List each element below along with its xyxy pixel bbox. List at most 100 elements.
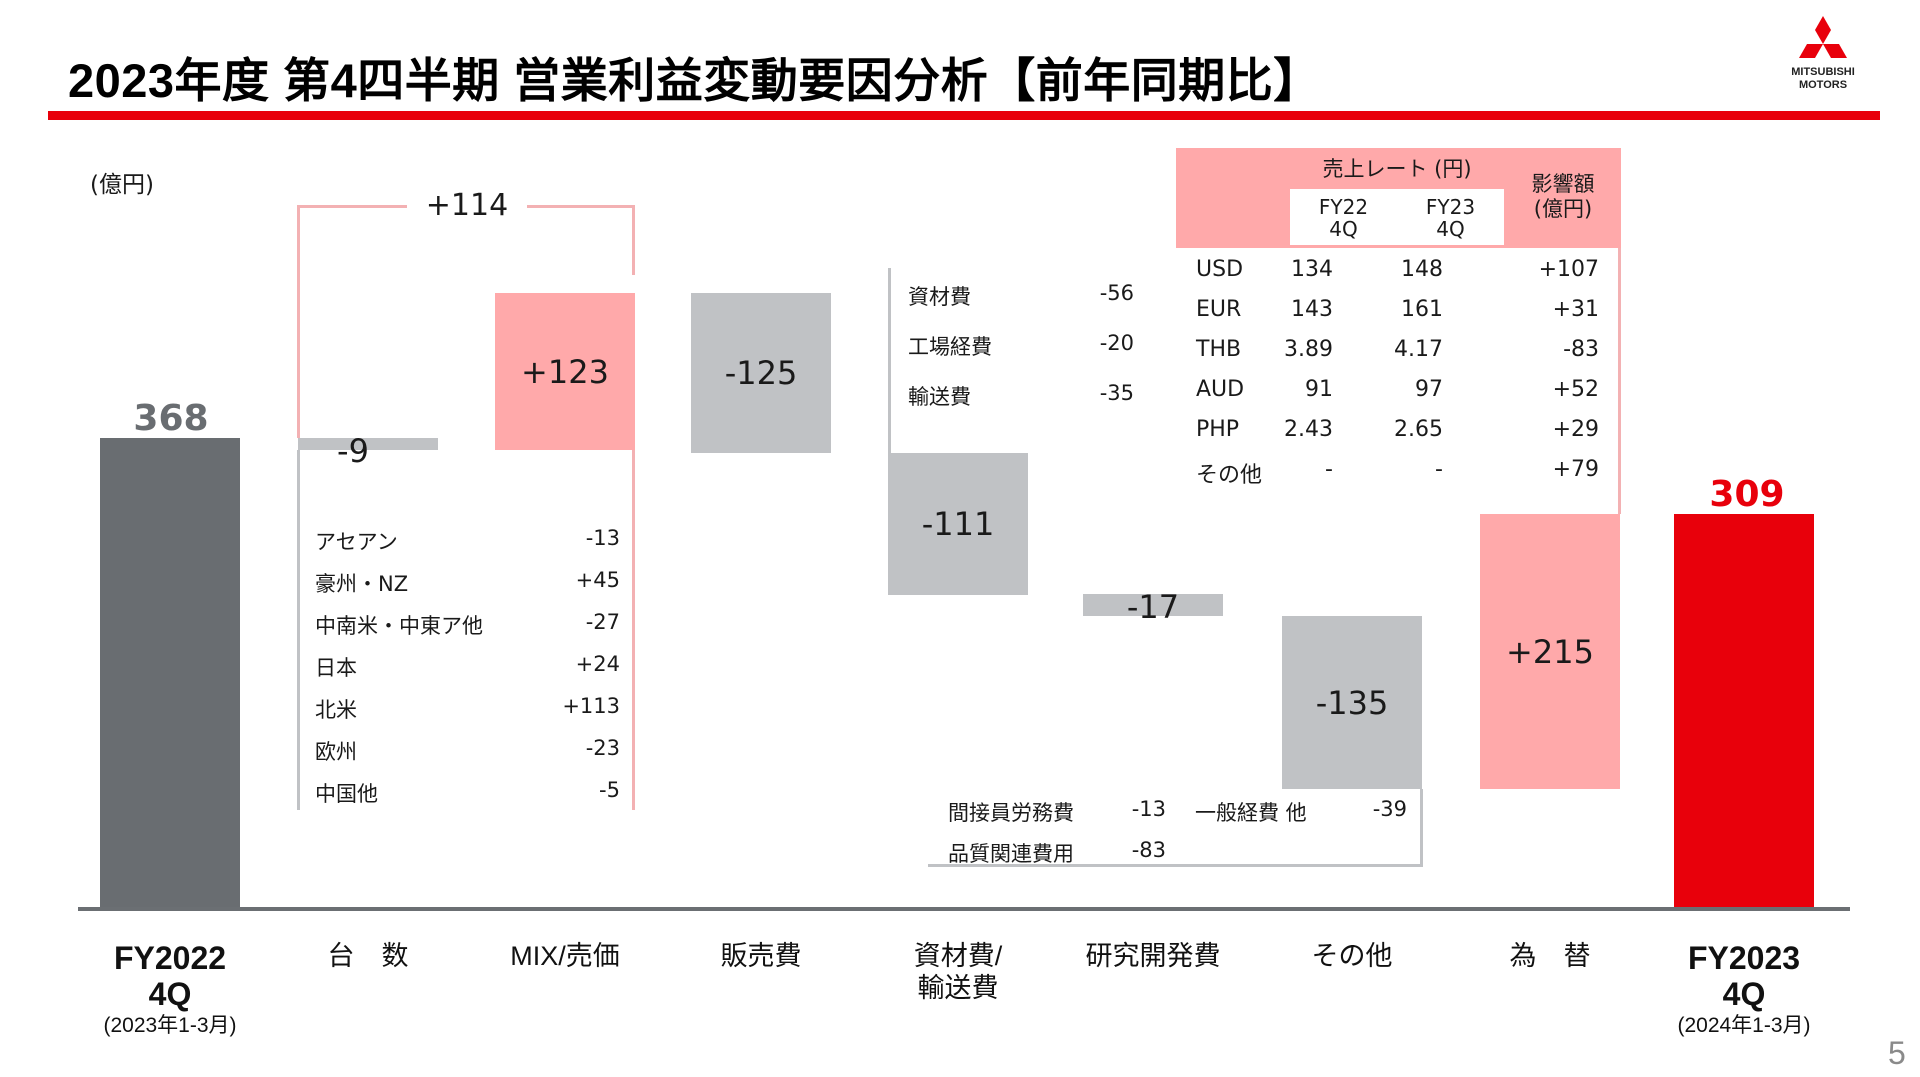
region-label: アセアン: [315, 530, 398, 554]
xlabel-material-line2: 輸送費: [917, 973, 999, 1003]
fx-impact: +107: [1538, 257, 1599, 282]
region-row: アセアン -13: [315, 526, 620, 556]
bar-mix: +123: [495, 293, 635, 450]
bar-mix-label: +123: [521, 352, 609, 391]
bar-material: -111: [888, 453, 1028, 595]
bracket-label: +114: [425, 188, 509, 223]
material-label: 資材費: [908, 285, 971, 309]
other-row: 一般経費 他 -39: [1195, 797, 1407, 827]
fx-header-rate: 売上レート (円): [1322, 157, 1472, 181]
other-row: 間接員労務費 -13: [948, 797, 1166, 827]
fx-header-impact: 影響額 (億円): [1508, 172, 1618, 222]
fx-row: その他 - - +79: [1196, 457, 1606, 497]
xlabel-material: 資材費/ 輸送費: [888, 940, 1028, 1004]
region-table-right-border: [632, 450, 635, 810]
fx-currency: USD: [1196, 257, 1244, 282]
bracket-top-left: [297, 205, 407, 208]
bracket-left: [297, 205, 300, 438]
bar-fx-label: +215: [1506, 632, 1594, 671]
fx-table-right-border: [1618, 248, 1621, 514]
xlabel-mix: MIX/売価: [510, 941, 620, 971]
logo-line2: MOTORS: [1798, 79, 1848, 91]
xlabel-fy2023-period: (2024年1-3月): [1677, 1014, 1811, 1037]
material-row: 輸送費 -35: [908, 381, 1134, 411]
material-value: -20: [1099, 331, 1134, 355]
fx-impact: +52: [1552, 377, 1599, 402]
bar-fx: +215: [1480, 514, 1620, 789]
material-label: 工場経費: [908, 335, 992, 359]
region-value: +24: [575, 652, 620, 676]
fx-currency: その他: [1196, 463, 1263, 488]
region-value: +113: [562, 694, 620, 718]
region-value: -5: [599, 778, 620, 802]
page-number: 5: [1888, 1035, 1906, 1071]
region-row: 豪州・NZ +45: [315, 568, 620, 598]
fx-header-fy23-line1: FY23: [1425, 195, 1476, 219]
xlabel-fy2023-line2: 4Q: [1722, 976, 1766, 1012]
fx-rate-fy23: 4.17: [1394, 337, 1443, 362]
other-label: 品質関連費用: [948, 842, 1074, 866]
bar-selling-label: -125: [724, 354, 798, 392]
fx-row: THB 3.89 4.17 -83: [1196, 337, 1606, 377]
fx-row: USD 134 148 +107: [1196, 257, 1606, 297]
xlabel-fy2023-4q: FY2023 4Q (2024年1-3月): [1644, 940, 1844, 1040]
bar-fy2023-4q: [1674, 514, 1814, 909]
start-total-label: 368: [133, 398, 209, 439]
bracket-right: [632, 205, 635, 275]
bar-selling: -125: [691, 293, 831, 453]
other-row: 品質関連費用 -83: [948, 838, 1166, 868]
xlabel-fx: 為 替: [1509, 941, 1591, 971]
other-label: 一般経費 他: [1195, 801, 1307, 825]
fx-rate-fy22: -: [1325, 457, 1333, 482]
fx-rate-fy23: 97: [1415, 377, 1443, 402]
end-total-label: 309: [1709, 474, 1785, 515]
fx-impact: +31: [1552, 297, 1599, 322]
material-value: -35: [1099, 381, 1134, 405]
xlabel-fy2022-line1: FY2022: [113, 940, 227, 976]
xlabel-other: その他: [1311, 941, 1393, 971]
fx-rate-fy22: 91: [1305, 377, 1333, 402]
other-table-bottom-border: [928, 864, 1423, 867]
xlabel-material-line1: 資材費/: [913, 941, 1003, 971]
fx-rate-fy22: 2.43: [1284, 417, 1333, 442]
fx-impact: -83: [1563, 337, 1599, 362]
fx-rate-fy23: 2.65: [1394, 417, 1443, 442]
region-label: 中南米・中東ア他: [315, 614, 483, 638]
xlabel-selling: 販売費: [720, 941, 802, 971]
fx-row: AUD 91 97 +52: [1196, 377, 1606, 417]
other-value: -83: [1131, 838, 1166, 862]
fx-impact: +29: [1552, 417, 1599, 442]
xlabel-fy2022-period: (2023年1-3月): [103, 1014, 237, 1037]
fx-header-fy22-line2: 4Q: [1329, 217, 1358, 241]
material-value: -56: [1099, 281, 1134, 305]
fx-currency: PHP: [1196, 417, 1240, 442]
region-label: 欧州: [315, 740, 357, 764]
other-value: -13: [1131, 797, 1166, 821]
fx-rate-fy23: 148: [1401, 257, 1443, 282]
region-row: 日本 +24: [315, 652, 620, 682]
fx-rate-fy22: 134: [1291, 257, 1333, 282]
bracket-top-right: [527, 205, 635, 208]
fx-header-fy23-line2: 4Q: [1436, 217, 1465, 241]
material-row: 工場経費 -20: [908, 331, 1134, 361]
bar-other-label: -135: [1315, 683, 1389, 722]
fx-impact: +79: [1552, 457, 1599, 482]
brand-logo-text: MITSUBISHI MOTORS: [1770, 66, 1876, 92]
material-row: 資材費 -56: [908, 281, 1134, 311]
region-row: 中国他 -5: [315, 778, 620, 808]
region-label: 日本: [315, 656, 357, 680]
fx-header-fy22: FY22 4Q: [1290, 196, 1397, 240]
region-row: 北米 +113: [315, 694, 620, 724]
bar-rnd: -17: [1083, 588, 1223, 626]
xlabel-fy2022-4q: FY2022 4Q (2023年1-3月): [70, 940, 270, 1040]
fx-rate-fy22: 143: [1291, 297, 1333, 322]
region-label: 豪州・NZ: [315, 572, 409, 596]
material-label: 輸送費: [908, 385, 971, 409]
region-value: -23: [585, 736, 620, 760]
region-row: 欧州 -23: [315, 736, 620, 766]
other-value: -39: [1372, 797, 1407, 821]
region-value: +45: [575, 568, 620, 592]
bar-volume-label: -9: [337, 432, 369, 470]
bar-fy2022-4q: [100, 438, 240, 909]
page-title: 2023年度 第4四半期 営業利益変動要因分析【前年同期比】: [68, 54, 1321, 107]
